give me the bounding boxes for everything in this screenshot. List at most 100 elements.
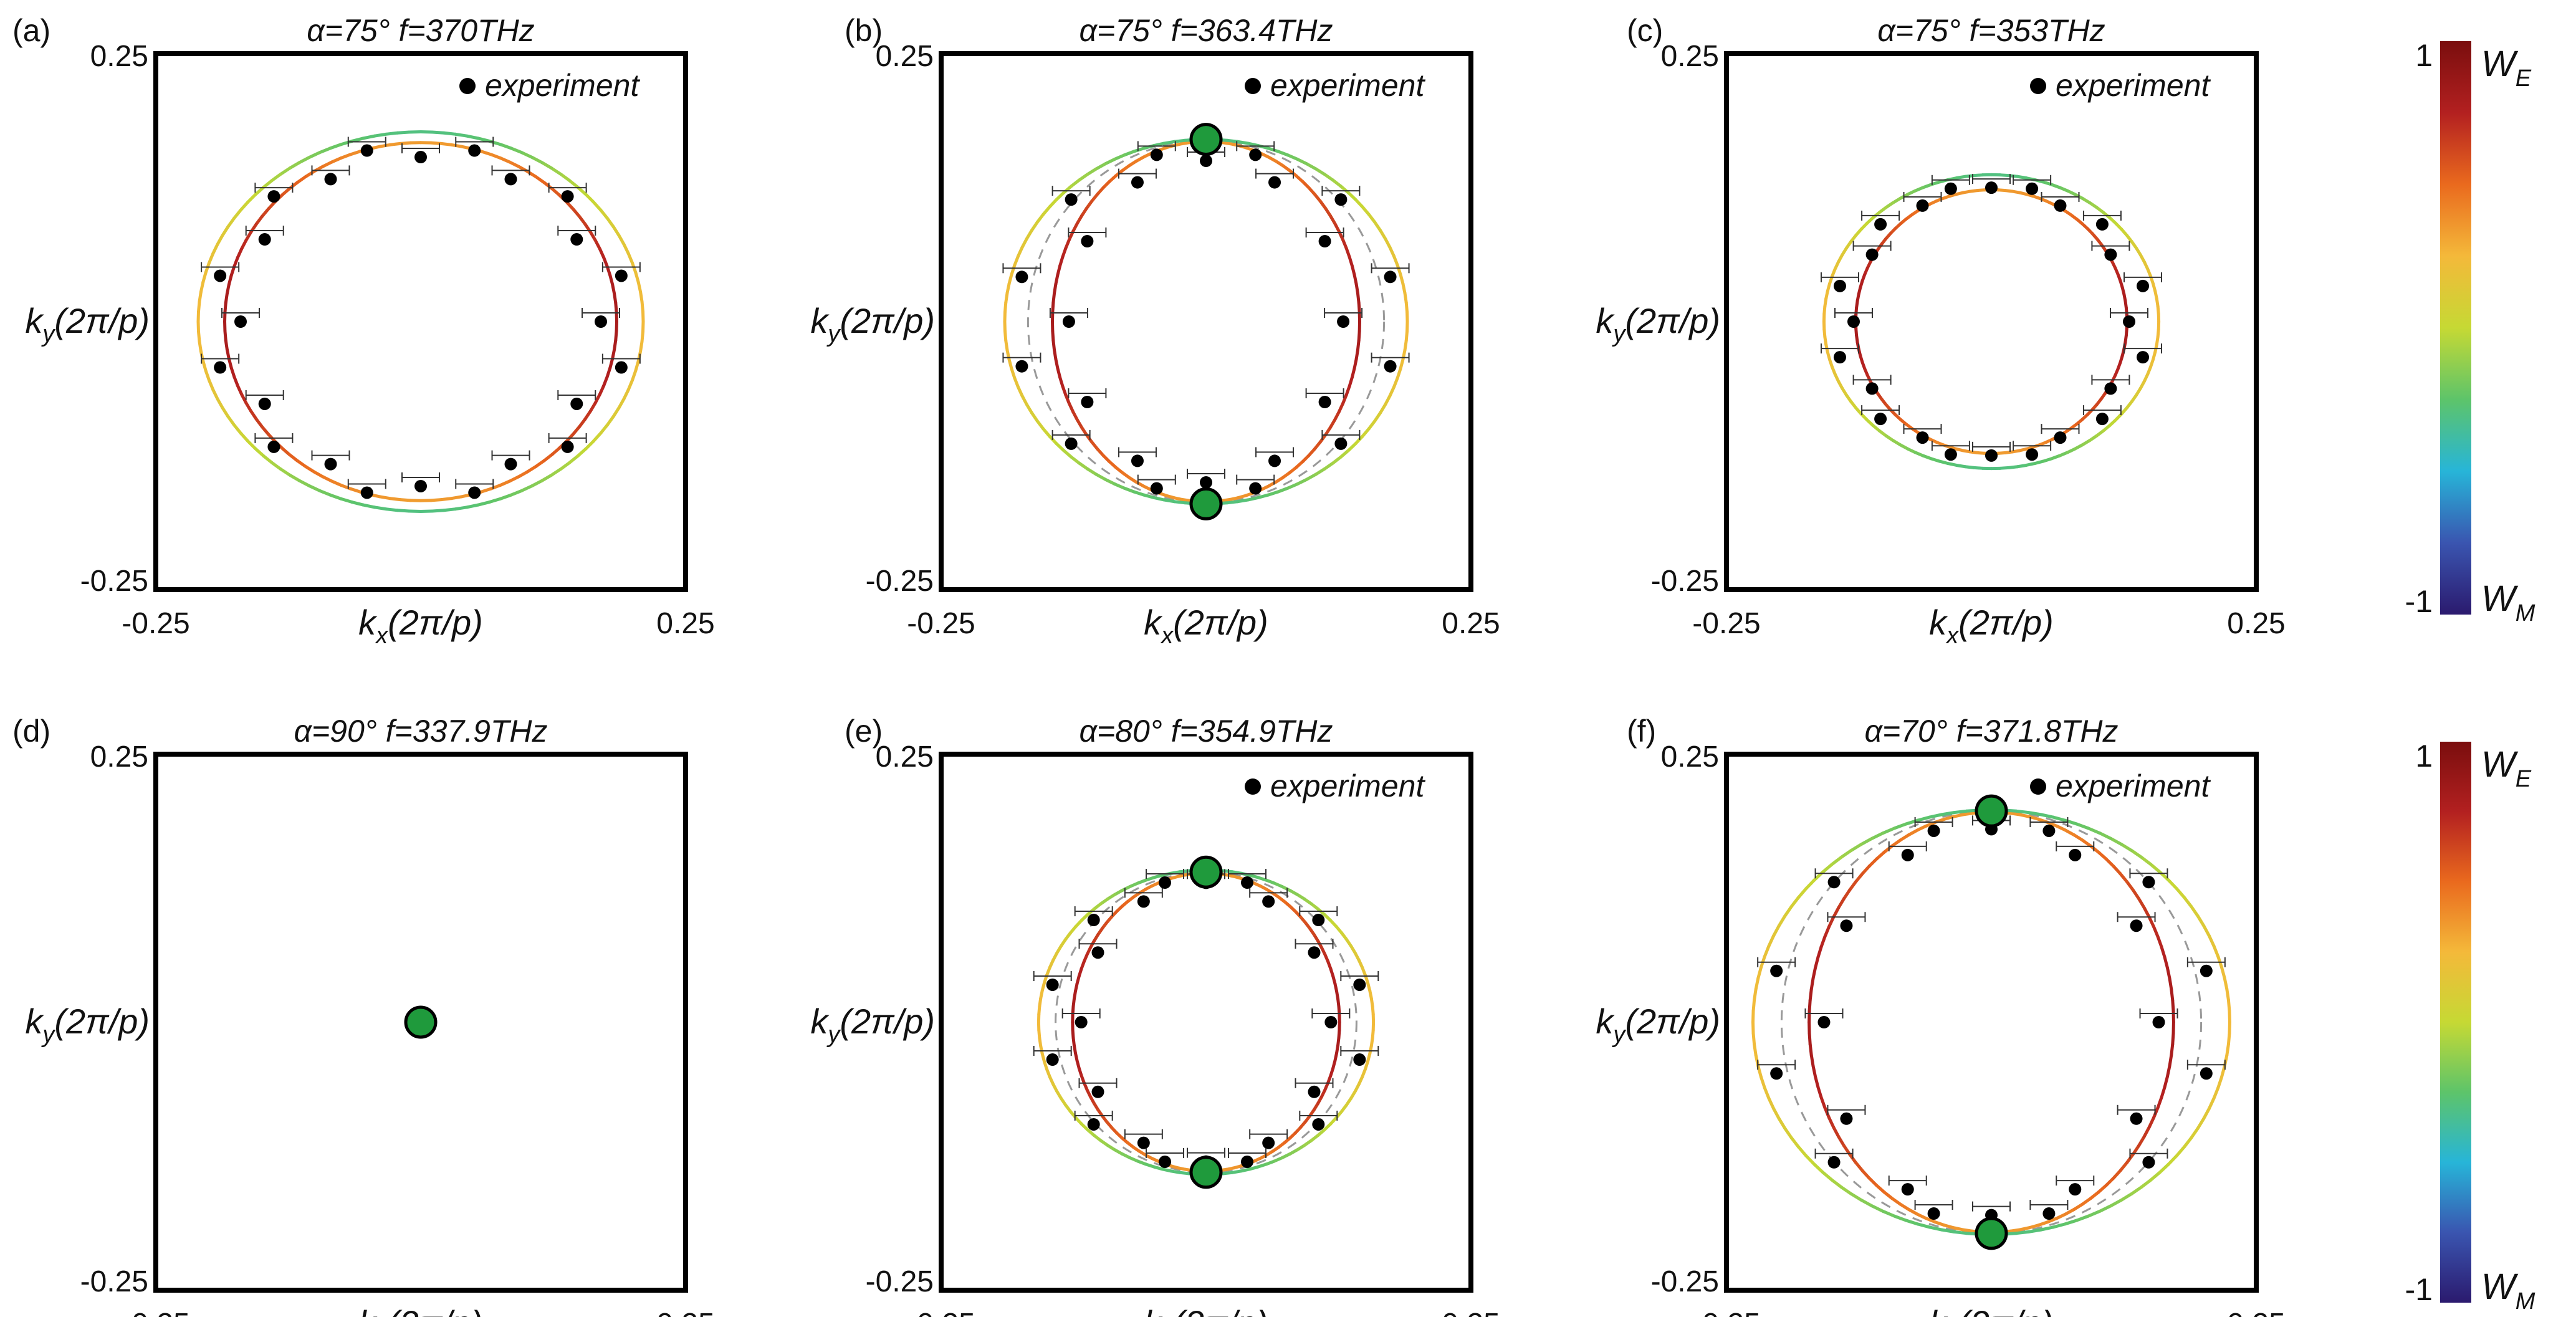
axes-frame — [153, 51, 688, 592]
band-segment — [598, 247, 606, 259]
experiment-point — [1311, 1008, 1351, 1028]
band-segment — [568, 454, 580, 464]
experiment-point — [1888, 1176, 1927, 1196]
band-segment — [378, 495, 392, 500]
experiment-point — [1931, 175, 1970, 195]
y-axis-label: ky(2π/p) — [810, 301, 935, 347]
x-axis-label: kx(2π/p) — [1929, 603, 2054, 649]
experiment-point — [1255, 447, 1295, 467]
band-segment — [442, 507, 457, 512]
experiment-point — [2041, 424, 2080, 444]
y-tick-label: -0.25 — [866, 565, 934, 598]
colorbar-bottom-subscript: M — [2516, 600, 2535, 626]
y-axis-subscript: y — [41, 321, 55, 347]
band-segment — [279, 166, 292, 176]
band-segment — [622, 388, 630, 401]
band-segment — [1323, 172, 1334, 182]
legend-label: experiment — [1270, 68, 1425, 103]
band-segment — [1907, 828, 1919, 837]
band-segment — [1013, 376, 1020, 389]
band-segment — [631, 369, 638, 382]
band-segment — [2018, 1226, 2031, 1232]
band-segment — [591, 200, 603, 212]
y-tick-label: 0.25 — [1661, 40, 1719, 73]
experiment-marker — [2152, 1016, 2165, 1028]
band-segment — [1924, 1217, 1937, 1224]
band-segment — [1070, 455, 1081, 465]
panel-label: (e) — [845, 714, 883, 749]
band-segment — [1854, 872, 1864, 883]
band-segment — [1797, 1145, 1808, 1157]
band-segment — [2142, 1126, 2151, 1139]
experiment-point — [557, 390, 596, 410]
band-segment — [1952, 1230, 1968, 1235]
experiment-point — [601, 262, 641, 282]
band-segment — [1041, 205, 1051, 216]
experiment-point — [548, 183, 587, 203]
experiment-point — [1340, 970, 1379, 991]
band-segment — [226, 414, 236, 427]
band-segment — [2165, 1064, 2171, 1078]
band-segment — [1152, 496, 1166, 502]
band-segment — [224, 338, 229, 352]
experiment-point — [1137, 474, 1176, 495]
bic-marker — [1189, 1156, 1223, 1189]
experiment-marker — [1240, 1155, 1253, 1168]
experiment-point — [1299, 1110, 1338, 1131]
band-segment — [1048, 198, 1058, 209]
experiment-point — [401, 472, 440, 492]
band-segment — [2167, 1154, 2178, 1166]
band-segment — [1753, 1043, 1758, 1057]
experiment-marker — [267, 190, 280, 203]
band-segment — [2063, 818, 2079, 826]
band-segment — [1867, 857, 1879, 868]
band-segment — [2158, 1162, 2170, 1174]
legend-marker — [1245, 778, 1261, 795]
bic-marker — [1189, 123, 1223, 156]
axes-frame — [153, 752, 688, 1293]
band-segment — [1388, 385, 1396, 398]
chart-title: α=75° f=363.4THz — [1079, 13, 1333, 48]
x-axis-unit: (2π/p) — [388, 603, 483, 642]
band-segment — [295, 175, 307, 184]
band-segment — [568, 179, 580, 189]
band-segment — [1890, 1197, 1902, 1206]
band-segment — [1404, 300, 1409, 314]
y-axis-label: ky(2π/p) — [25, 301, 150, 347]
band-segment — [1078, 461, 1089, 471]
y-axis-symbol: k — [810, 1002, 830, 1041]
band-segment — [226, 216, 236, 229]
band-segment — [1162, 140, 1176, 145]
band-segment — [199, 280, 205, 294]
experiment-point — [2186, 1060, 2226, 1080]
band-segment — [1860, 1169, 1871, 1181]
experiment-marker — [234, 315, 247, 328]
y-axis-subscript: y — [1611, 321, 1626, 347]
band-segment — [1051, 292, 1056, 305]
experiment-point — [1124, 888, 1163, 908]
band-segment — [1070, 178, 1081, 188]
legend: experiment — [2030, 769, 2211, 803]
band-segment — [1951, 1226, 1965, 1232]
band-segment — [2216, 1075, 2223, 1090]
chart-title: α=75° f=370THz — [307, 13, 534, 48]
band-segment — [2027, 1228, 2043, 1233]
band-segment — [1830, 1178, 1843, 1189]
band-segment — [1392, 376, 1399, 389]
band-segment — [308, 484, 322, 492]
band-segment — [1373, 221, 1382, 232]
band-segment — [1286, 482, 1300, 490]
band-segment — [229, 264, 236, 277]
band-segment — [605, 264, 612, 277]
experiment-point — [1236, 141, 1275, 161]
legend-marker — [2030, 778, 2046, 795]
band-segment — [1331, 455, 1343, 465]
band-segment — [2027, 811, 2043, 817]
y-axis-unit: (2π/p) — [840, 301, 935, 340]
band-segment — [1753, 987, 1758, 1002]
band-segment — [550, 467, 563, 477]
experiment-point — [254, 433, 294, 453]
experiment-marker — [1874, 218, 1887, 231]
experiment-point — [2186, 957, 2226, 977]
